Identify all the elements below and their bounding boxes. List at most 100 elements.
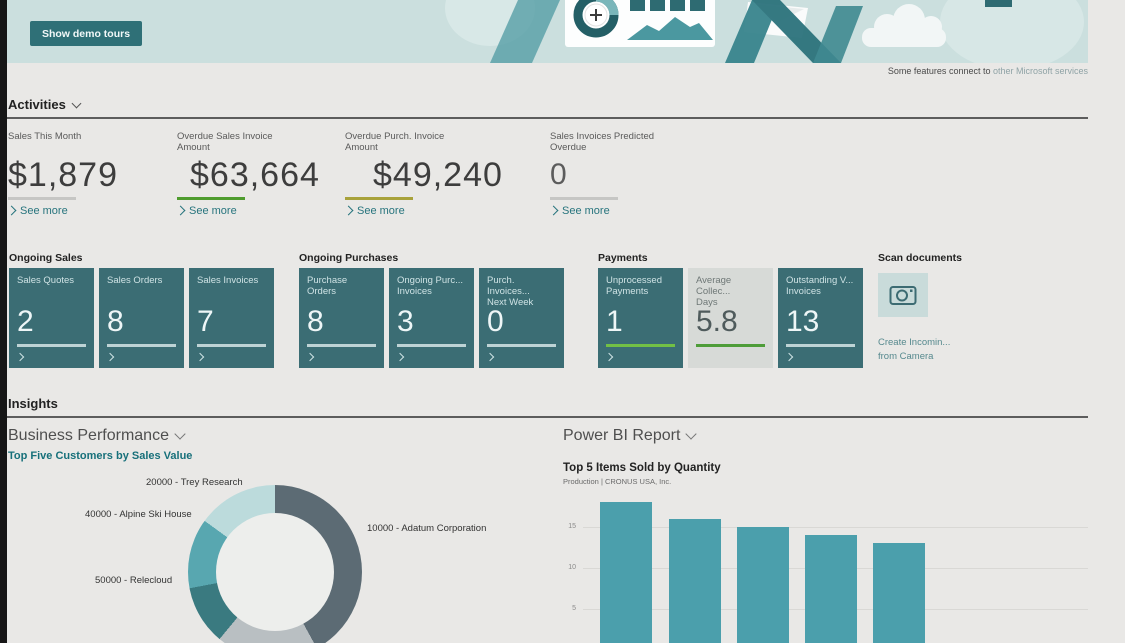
show-demo-tours-button[interactable]: Show demo tours xyxy=(30,21,142,46)
tile-value: 1 xyxy=(606,305,623,338)
tile-value: 5.8 xyxy=(696,305,738,338)
tile-sales-invoices[interactable]: Sales Invoices 7 xyxy=(189,268,274,368)
tile-status-underline xyxy=(606,344,675,347)
scan-documents-tile[interactable] xyxy=(878,273,928,317)
bar-chart-subtitle: Production | CRONUS USA, Inc. xyxy=(563,477,672,486)
cloud-icon xyxy=(862,4,946,47)
chevron-right-icon xyxy=(784,352,794,362)
banner-report-card xyxy=(565,0,715,47)
kpi-sales-this-month: Sales This Month $1,879 See more xyxy=(6,131,170,217)
kpi-sales-invoices-predicted: Sales Invoices Predicted Overdue 0 See mor… xyxy=(548,131,712,217)
footnote-text: Some features connect to xyxy=(887,66,993,76)
tile-value: 0 xyxy=(487,305,504,338)
activities-header[interactable]: Activities xyxy=(8,97,82,112)
chevron-right-icon xyxy=(395,352,405,362)
bar-item-4 xyxy=(805,535,857,643)
see-more-link[interactable]: See more xyxy=(175,205,339,217)
tile-status-underline xyxy=(696,344,765,347)
insights-divider xyxy=(7,416,1088,418)
power-bi-report-header[interactable]: Power BI Report xyxy=(563,427,698,445)
business-performance-header[interactable]: Business Performance xyxy=(8,427,186,445)
kpi-value[interactable]: $1,879 xyxy=(8,156,118,194)
tile-average-collec[interactable]: Average Collec... Days 5.8 xyxy=(688,268,773,368)
chevron-right-icon xyxy=(15,352,25,362)
kpi-value[interactable]: $49,240 xyxy=(373,156,503,194)
group-header-ongoing-purchases: Ongoing Purchases xyxy=(299,252,399,264)
banner-n-shape xyxy=(725,0,863,63)
bar-chart-title: Top 5 Items Sold by Quantity xyxy=(563,462,721,474)
tile-purch-invoices[interactable]: Purch. Invoices... Next Week 0 xyxy=(479,268,564,368)
tile-value: 2 xyxy=(17,305,34,338)
y-tick-label: 5 xyxy=(572,605,576,612)
tile-label: Sales Invoices xyxy=(197,275,259,286)
kpi-status-underline xyxy=(177,197,245,200)
tile-value: 8 xyxy=(107,305,124,338)
tile-sales-quotes[interactable]: Sales Quotes 2 xyxy=(9,268,94,368)
bar-item-3 xyxy=(737,527,789,643)
activities-divider xyxy=(7,117,1088,119)
banner-mountain-chart-icon xyxy=(627,17,713,40)
banner-illustration xyxy=(445,0,1084,63)
tile-status-underline xyxy=(397,344,466,347)
tile-value: 3 xyxy=(397,305,414,338)
pie-label-40000-alpine-ski-house: 40000 - Alpine Ski House xyxy=(85,509,192,520)
tile-label: Unprocessed Payments xyxy=(606,275,662,297)
tile-label: Outstanding V... Invoices xyxy=(786,275,854,297)
tile-status-underline xyxy=(307,344,376,347)
kpi-overdue-purch-invoice: Overdue Purch. Invoice Amount $49,240 See … xyxy=(343,131,507,217)
chevron-right-icon xyxy=(343,205,354,216)
pie-label-10000-adatum-corporation: 10000 - Adatum Corporation xyxy=(367,523,487,534)
see-more-link[interactable]: See more xyxy=(343,205,507,217)
y-tick-label: 15 xyxy=(568,523,576,530)
tile-label: Purch. Invoices... Next Week xyxy=(487,275,534,308)
chevron-down-icon xyxy=(174,428,186,440)
kpi-status-underline xyxy=(345,197,413,200)
tile-status-underline xyxy=(197,344,266,347)
kpi-value[interactable]: 0 xyxy=(550,158,567,191)
scan-documents-header: Scan documents xyxy=(878,252,963,264)
chevron-right-icon xyxy=(604,352,614,362)
screen-edge-strip xyxy=(0,0,7,643)
pie-label-50000-relecloud: 50000 - Relecloud xyxy=(95,575,173,586)
see-more-link[interactable]: See more xyxy=(6,205,170,217)
tile-sales-orders[interactable]: Sales Orders 8 xyxy=(99,268,184,368)
tile-ongoing-purc[interactable]: Ongoing Purc... Invoices 3 xyxy=(389,268,474,368)
tile-outstanding-v[interactable]: Outstanding V... Invoices 13 xyxy=(778,268,863,368)
chevron-right-icon xyxy=(195,352,205,362)
kpi-label: Sales This Month xyxy=(8,131,82,142)
donut-chart-title: Top Five Customers by Sales Value xyxy=(8,450,193,462)
tile-label: Ongoing Purc... Invoices xyxy=(397,275,464,297)
tile-status-underline xyxy=(107,344,176,347)
see-more-link[interactable]: See more xyxy=(548,205,712,217)
kpi-overdue-sales-invoice: Overdue Sales Invoice Amount $63,664 See m… xyxy=(175,131,339,217)
camera-icon xyxy=(889,286,917,305)
tile-value: 8 xyxy=(307,305,324,338)
top-items-bar-chart xyxy=(583,490,1088,643)
tile-label: Average Collec... Days xyxy=(696,275,732,308)
microsoft-services-link[interactable]: other Microsoft services xyxy=(992,66,1088,76)
chevron-right-icon xyxy=(485,352,495,362)
tile-status-underline xyxy=(487,344,556,347)
welcome-banner: Show demo tours xyxy=(7,0,1088,63)
plus-icon xyxy=(590,9,602,21)
chevron-right-icon xyxy=(175,205,186,216)
tile-value: 13 xyxy=(786,305,820,338)
tile-purchase-orders[interactable]: Purchase Orders 8 xyxy=(299,268,384,368)
activities-title: Activities xyxy=(8,97,66,112)
tile-unprocessed[interactable]: Unprocessed Payments 1 xyxy=(598,268,683,368)
create-incoming-from-camera-link[interactable]: Create Incomin... from Camera xyxy=(878,337,951,362)
kpi-label: Sales Invoices Predicted Overdue xyxy=(550,131,655,153)
chevron-down-icon xyxy=(71,98,82,109)
services-footnote: Some features connect to other Microsoft… xyxy=(0,66,1088,76)
bar-item-1 xyxy=(600,502,652,643)
chevron-right-icon xyxy=(6,205,17,216)
gridline xyxy=(583,527,1088,528)
kpi-value[interactable]: $63,664 xyxy=(190,156,320,194)
pie-label-20000-trey-research: 20000 - Trey Research xyxy=(146,477,243,488)
tile-status-underline xyxy=(17,344,86,347)
tile-status-underline xyxy=(786,344,855,347)
kpi-label: Overdue Sales Invoice Amount xyxy=(177,131,273,153)
group-header-ongoing-sales: Ongoing Sales xyxy=(9,252,83,264)
bar-item-5 xyxy=(873,543,925,643)
